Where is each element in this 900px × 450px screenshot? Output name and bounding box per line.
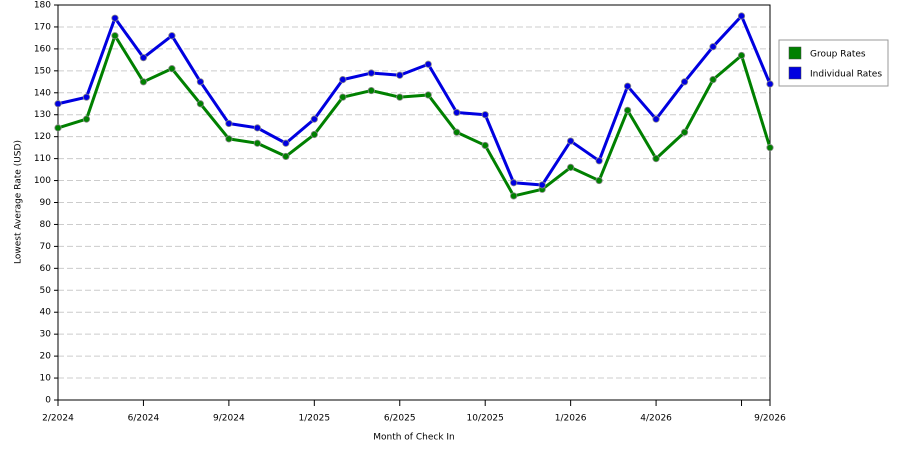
x-tick-label: 6/2024	[128, 414, 160, 424]
data-point	[595, 157, 603, 165]
series-line	[57, 34, 772, 198]
data-point	[282, 152, 290, 161]
data-point	[510, 192, 518, 200]
data-point	[623, 106, 632, 114]
data-point	[396, 93, 404, 101]
data-point	[54, 124, 62, 132]
legend-label: Group Rates	[810, 50, 866, 60]
y-tick-label: 60	[40, 264, 52, 274]
data-point	[709, 76, 717, 84]
data-point	[623, 82, 632, 90]
y-tick-label: 20	[40, 352, 52, 362]
x-tick-label: 1/2026	[555, 414, 587, 424]
x-tick-label: 9/2026	[754, 414, 786, 424]
data-point	[196, 78, 204, 86]
data-point	[282, 139, 290, 147]
y-tick-label: 140	[34, 88, 51, 98]
data-point	[54, 100, 62, 108]
x-tick-label: 4/2026	[640, 414, 672, 424]
y-tick-label: 110	[34, 154, 51, 164]
y-tick-label: 90	[40, 198, 52, 208]
data-point	[310, 130, 318, 139]
data-point	[453, 128, 461, 136]
data-point	[680, 128, 689, 136]
x-tick-label: 2/2024	[42, 414, 74, 424]
data-point	[111, 32, 119, 40]
y-tick-label: 30	[40, 330, 52, 340]
data-point	[225, 119, 233, 128]
data-point	[367, 86, 375, 95]
x-tick-label: 1/2025	[298, 414, 330, 424]
data-point	[567, 137, 575, 145]
data-point	[709, 43, 717, 51]
data-point	[196, 100, 204, 108]
legend-swatch	[788, 66, 802, 80]
x-tick-label: 10/2025	[467, 414, 504, 424]
y-tick-label: 80	[40, 220, 52, 230]
series-line	[57, 14, 772, 187]
data-point	[139, 54, 148, 62]
y-axis-label: Lowest Average Rate (USD)	[14, 140, 24, 264]
data-point	[737, 51, 746, 60]
legend-swatch	[788, 46, 802, 60]
data-point	[424, 60, 432, 68]
data-point	[82, 115, 91, 123]
y-tick-label: 100	[34, 176, 51, 186]
y-tick-label: 120	[34, 132, 51, 142]
data-point	[339, 76, 347, 84]
data-point	[168, 65, 176, 73]
y-tick-label: 10	[40, 374, 52, 384]
data-point	[396, 71, 404, 79]
data-point	[367, 69, 375, 77]
data-point	[253, 139, 261, 147]
data-point	[253, 124, 261, 132]
data-point	[481, 141, 489, 150]
data-point	[680, 78, 689, 86]
y-tick-label: 40	[40, 308, 52, 318]
data-point	[652, 155, 660, 163]
data-point	[453, 108, 461, 117]
data-point	[595, 176, 603, 185]
data-point	[424, 91, 432, 99]
data-point	[310, 115, 318, 123]
data-point	[766, 144, 774, 152]
data-point	[168, 32, 176, 40]
data-point	[538, 181, 546, 189]
data-point	[481, 111, 489, 119]
data-point	[766, 80, 774, 88]
x-tick-label: 6/2025	[384, 414, 416, 424]
data-point	[339, 93, 347, 101]
y-tick-label: 0	[45, 396, 51, 406]
data-point	[510, 179, 518, 187]
y-tick-label: 70	[40, 242, 52, 252]
y-tick-label: 170	[34, 22, 51, 32]
plot-frame	[57, 4, 771, 401]
data-point	[82, 93, 91, 101]
data-point	[652, 115, 660, 123]
data-point	[139, 78, 148, 86]
data-point	[111, 14, 119, 22]
data-point	[225, 135, 233, 143]
data-point	[567, 163, 575, 171]
legend-label: Individual Rates	[810, 70, 882, 80]
y-tick-label: 50	[40, 286, 52, 296]
x-axis-label: Month of Check In	[373, 433, 455, 443]
data-point	[737, 12, 746, 20]
y-tick-label: 160	[34, 44, 51, 54]
y-tick-label: 150	[34, 66, 51, 76]
x-tick-label: 9/2024	[213, 414, 245, 424]
y-tick-label: 180	[34, 1, 51, 11]
y-tick-label: 130	[34, 110, 51, 120]
